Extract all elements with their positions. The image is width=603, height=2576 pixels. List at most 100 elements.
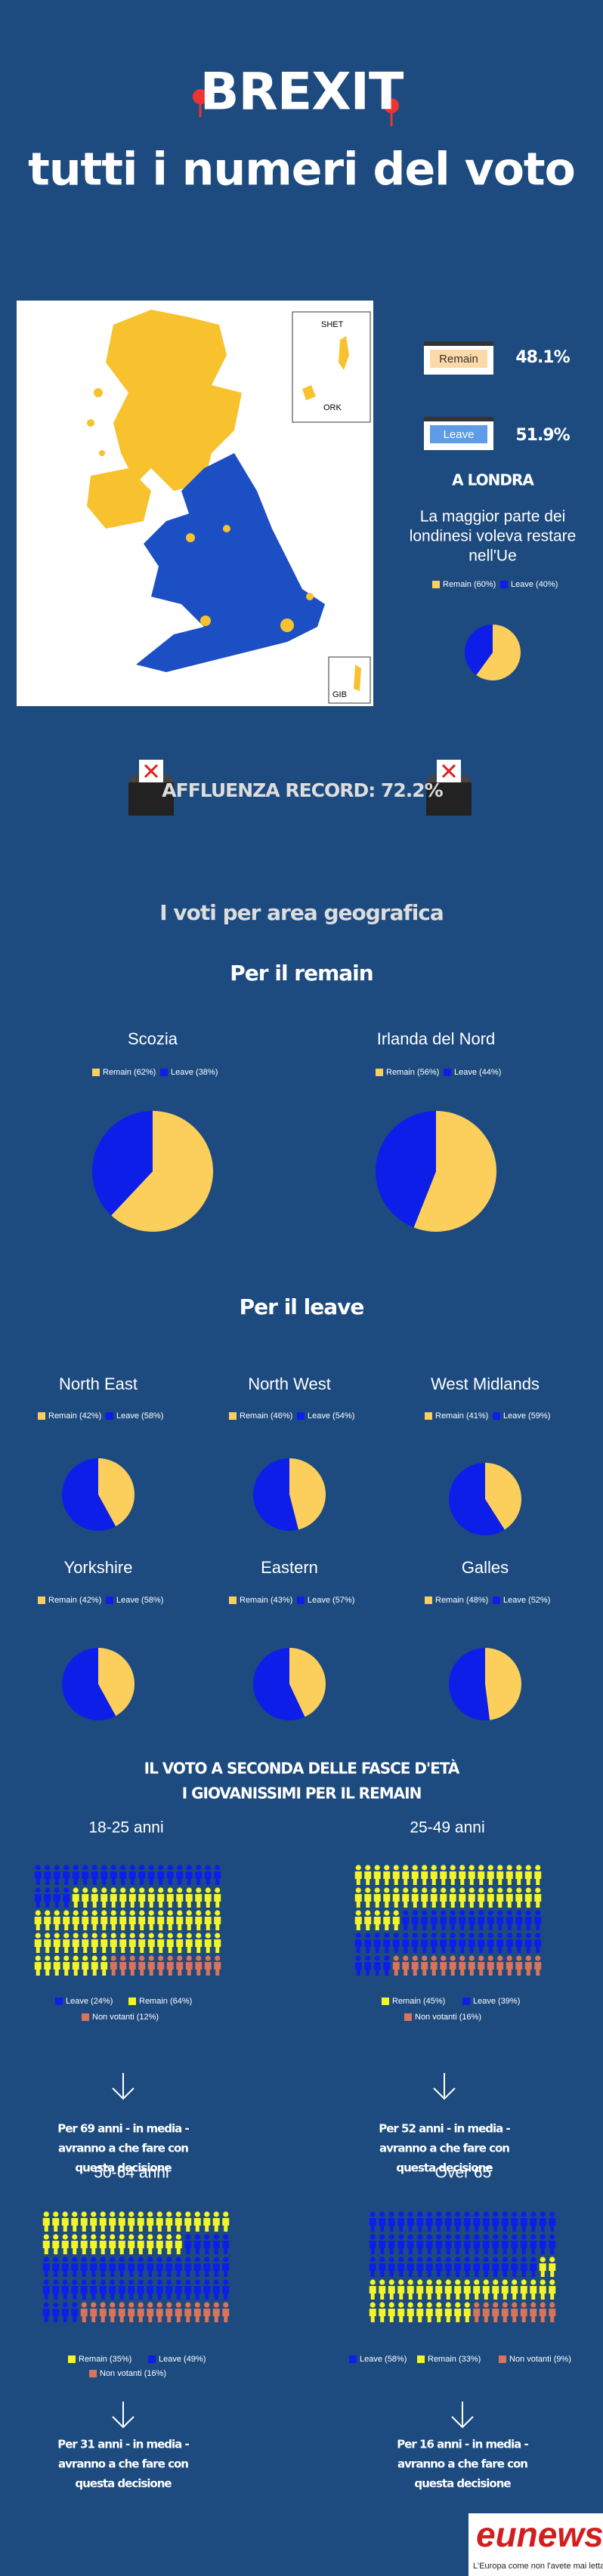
- person-body: [90, 2218, 97, 2232]
- person-icon: [444, 2302, 452, 2322]
- person-body: [421, 1917, 428, 1930]
- person-head: [54, 1865, 60, 1871]
- person-head: [110, 2211, 116, 2217]
- legend-label: Leave (44%): [454, 1068, 501, 1077]
- person-icon: [110, 1865, 117, 1885]
- person-icon: [166, 1887, 174, 1908]
- note: avranno a che fare con: [58, 2457, 188, 2471]
- person-body: [195, 1871, 203, 1885]
- person-icon: [44, 1933, 51, 1953]
- person-head: [156, 2302, 162, 2308]
- person-icon: [487, 1933, 494, 1953]
- person-head: [62, 2211, 68, 2217]
- person-icon: [53, 1887, 60, 1908]
- person-head: [186, 1887, 192, 1893]
- person-body: [369, 2218, 376, 2232]
- person-head: [53, 2234, 59, 2240]
- person-icon: [369, 2211, 376, 2232]
- person-head: [370, 2279, 376, 2285]
- person-body: [392, 1894, 400, 1908]
- person-head: [215, 1910, 221, 1916]
- person-body: [397, 2309, 405, 2322]
- person-icon: [435, 2234, 443, 2254]
- section-title: IL VOTO A SECONDA DELLE FASCE D'ETÀ: [144, 1760, 460, 1778]
- person-body: [80, 2286, 88, 2300]
- person-icon: [373, 1955, 381, 1976]
- pie-slice: [62, 1458, 116, 1532]
- person-icon: [71, 2279, 79, 2300]
- person-icon: [80, 2302, 88, 2322]
- person-head: [417, 2279, 423, 2285]
- legend-label: Leave (58%): [360, 2355, 407, 2364]
- person-head: [370, 2302, 376, 2308]
- person-body: [482, 2218, 490, 2232]
- person-head: [379, 2257, 385, 2263]
- person-body: [534, 1917, 542, 1930]
- person-head: [177, 1933, 183, 1939]
- person-head: [73, 1865, 79, 1871]
- person-body: [61, 2286, 69, 2300]
- person-body: [492, 2263, 499, 2277]
- person-head: [483, 2279, 489, 2285]
- person-head: [186, 1910, 192, 1916]
- person-icon: [421, 1955, 428, 1976]
- person-icon: [203, 2279, 211, 2300]
- person-head: [148, 1955, 154, 1961]
- person-icon: [34, 1910, 42, 1930]
- person-icon: [354, 1865, 362, 1885]
- person-icon: [52, 2279, 60, 2300]
- person-icon: [184, 2234, 192, 2254]
- result-card: [424, 417, 493, 450]
- person-icon: [430, 1887, 438, 1908]
- person-head: [82, 1955, 88, 1961]
- person-icon: [416, 2302, 424, 2322]
- person-body: [440, 1939, 447, 1953]
- person-head: [139, 1933, 145, 1939]
- person-icon: [185, 1887, 193, 1908]
- person-head: [535, 1865, 541, 1871]
- person-head: [431, 1955, 437, 1961]
- person-icon: [42, 2234, 50, 2254]
- person-icon: [109, 2257, 116, 2277]
- person-head: [412, 1933, 418, 1939]
- person-icon: [411, 1933, 419, 1953]
- person-head: [158, 1910, 164, 1916]
- person-body: [463, 2218, 471, 2232]
- person-icon: [440, 1910, 447, 1930]
- person-body: [185, 1894, 193, 1908]
- person-icon: [90, 2257, 97, 2277]
- person-icon: [430, 1910, 438, 1930]
- person-body: [61, 2241, 69, 2254]
- person-body: [34, 1871, 42, 1885]
- person-icon: [34, 1933, 42, 1953]
- person-head: [43, 2234, 49, 2240]
- person-body: [478, 1871, 485, 1885]
- person-body: [379, 2263, 386, 2277]
- person-body: [204, 1939, 212, 1953]
- person-icon: [482, 2302, 490, 2322]
- person-body: [506, 1894, 513, 1908]
- person-body: [397, 2218, 405, 2232]
- person-icon: [369, 2234, 376, 2254]
- person-head: [185, 2257, 191, 2263]
- person-head: [72, 2211, 78, 2217]
- section-subtitle: Per il leave: [240, 1294, 364, 1319]
- person-icon: [534, 1865, 542, 1885]
- person-icon: [421, 1910, 428, 1930]
- person-head: [468, 1910, 475, 1916]
- person-head: [388, 2302, 394, 2308]
- person-head: [412, 1955, 418, 1961]
- person-head: [393, 1910, 399, 1916]
- person-body: [52, 2241, 60, 2254]
- person-body: [549, 2241, 556, 2254]
- person-body: [193, 2241, 201, 2254]
- person-icon: [110, 1910, 117, 1930]
- person-body: [354, 1917, 362, 1930]
- note: Per 69 anni - in media -: [57, 2122, 189, 2136]
- person-body: [203, 2241, 211, 2254]
- person-head: [412, 1910, 418, 1916]
- person-head: [417, 2211, 423, 2217]
- person-icon: [214, 1887, 221, 1908]
- person-body: [193, 2218, 201, 2232]
- person-head: [535, 1955, 541, 1961]
